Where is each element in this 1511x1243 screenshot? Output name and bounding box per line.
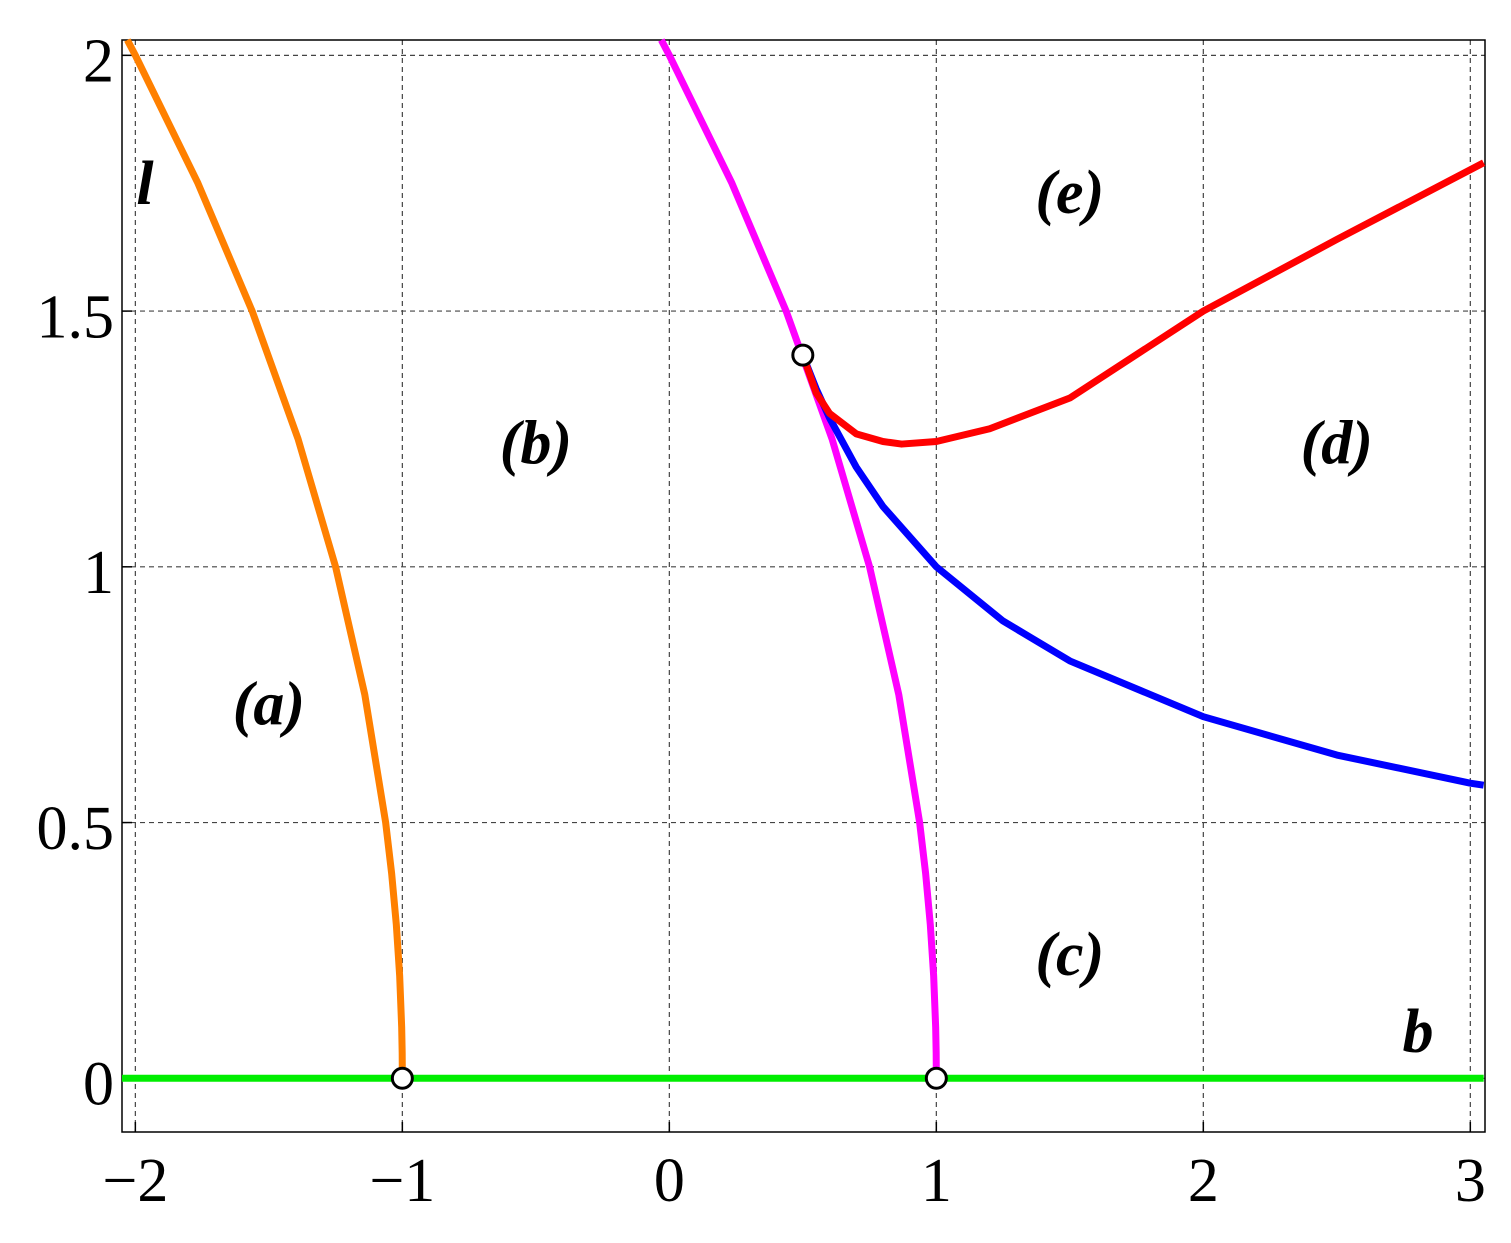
region-label: (a) xyxy=(233,670,305,738)
y-tick-label: 1 xyxy=(83,539,114,607)
x-axis-label: b xyxy=(1403,998,1434,1066)
x-tick-label: 0 xyxy=(654,1147,685,1215)
point-marker xyxy=(924,1066,948,1090)
y-tick-label: 0 xyxy=(83,1051,114,1119)
y-tick-label: 2 xyxy=(83,28,114,96)
point-marker xyxy=(390,1066,414,1090)
x-tick-label: −2 xyxy=(102,1147,168,1215)
x-tick-label: 2 xyxy=(1188,1147,1219,1215)
x-tick-label: 1 xyxy=(921,1147,952,1215)
region-label: (e) xyxy=(1035,159,1104,227)
line xyxy=(124,38,406,1079)
y-tick-label: 0.5 xyxy=(37,795,115,863)
region-label: (d) xyxy=(1301,409,1373,477)
y-axis-label: l xyxy=(136,150,154,218)
x-tick-label: 3 xyxy=(1455,1147,1486,1215)
line xyxy=(658,38,940,1079)
y-tick-label: 1.5 xyxy=(37,283,115,351)
region-label: (c) xyxy=(1035,921,1104,989)
region-label: (b) xyxy=(500,409,572,477)
line xyxy=(799,159,1486,448)
x-tick-label: −1 xyxy=(369,1147,435,1215)
plot-frame xyxy=(121,39,1486,1133)
point-marker xyxy=(791,343,815,367)
